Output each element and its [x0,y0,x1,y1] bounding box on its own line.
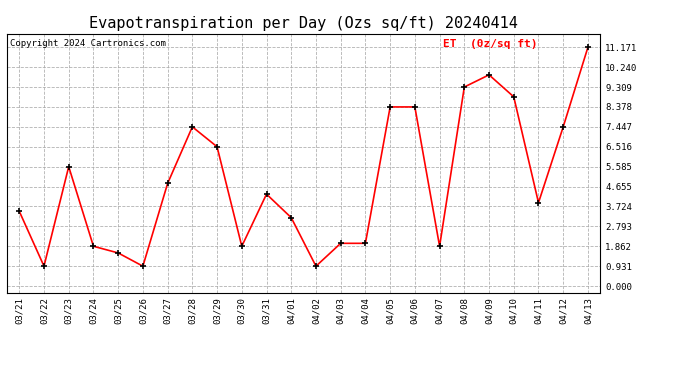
Title: Evapotranspiration per Day (Ozs sq/ft) 20240414: Evapotranspiration per Day (Ozs sq/ft) 2… [89,16,518,31]
Text: Copyright 2024 Cartronics.com: Copyright 2024 Cartronics.com [10,39,166,48]
Text: ET  (0z/sq ft): ET (0z/sq ft) [443,39,538,49]
